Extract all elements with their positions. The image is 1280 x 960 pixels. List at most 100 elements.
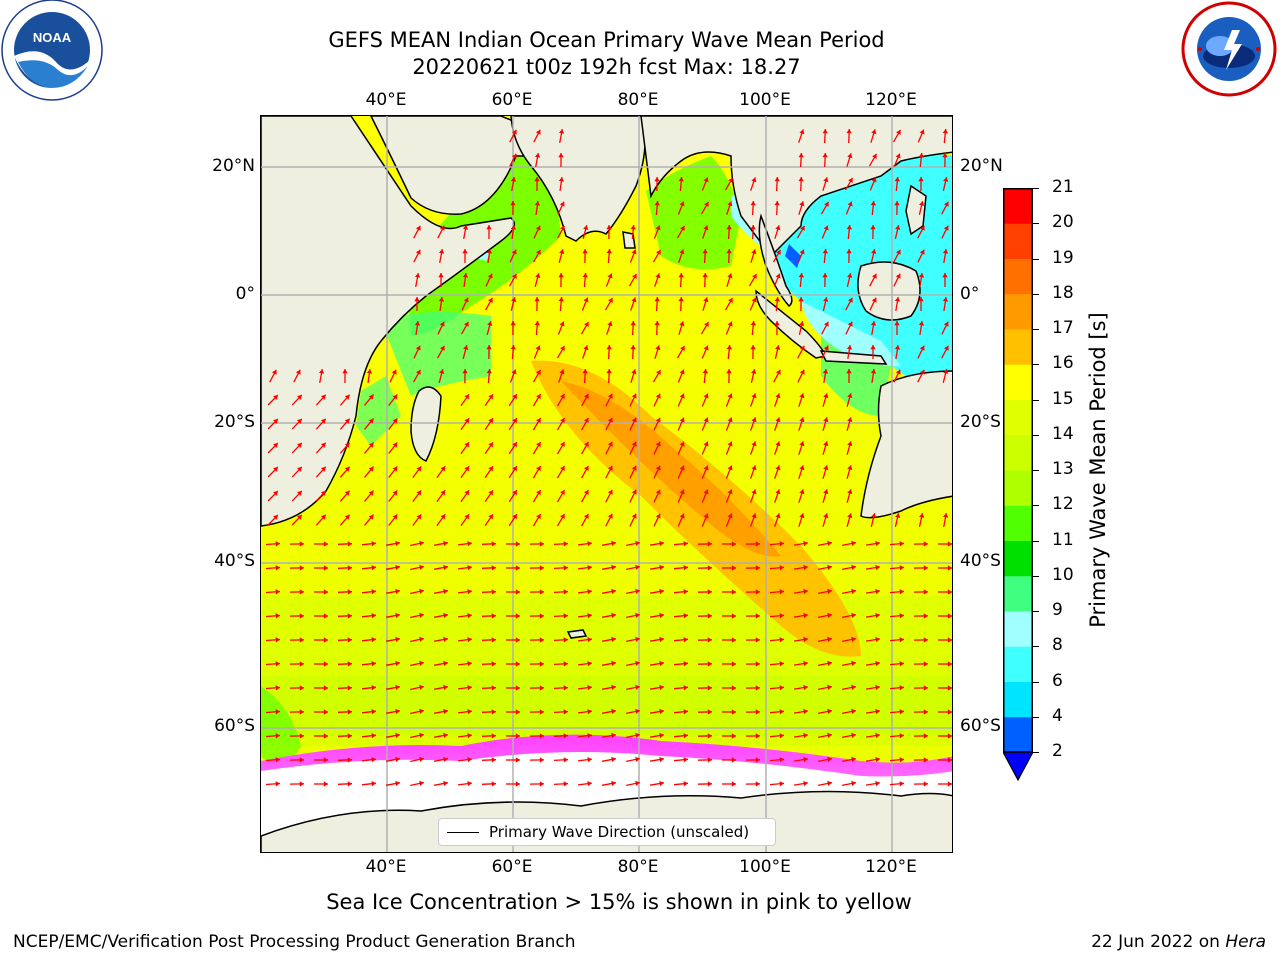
wave-arrow <box>846 393 853 407</box>
wave-arrow <box>438 369 445 383</box>
wave-arrow <box>385 636 401 643</box>
wave-arrow <box>677 201 685 215</box>
wave-arrow <box>437 321 445 335</box>
colorbar-tick-mark <box>1033 470 1039 471</box>
wave-arrow <box>793 708 809 715</box>
colorbar-tick-mark <box>1033 293 1039 295</box>
wave-arrow <box>581 441 589 455</box>
wave-arrow <box>458 565 472 571</box>
wave-arrow <box>726 224 732 240</box>
wave-arrow <box>558 369 565 383</box>
wave-arrow <box>460 441 470 455</box>
wave-arrow <box>553 733 569 739</box>
colorbar-tick-mark <box>1033 540 1039 542</box>
noaa-logo: NOAA <box>0 0 104 104</box>
wave-arrow <box>314 757 328 763</box>
wave-arrow <box>433 756 449 763</box>
wave-arrow <box>410 660 424 667</box>
wave-arrow <box>869 297 877 311</box>
sea-ice-caption: Sea Ice Concentration > 15% is shown in … <box>326 890 912 914</box>
wave-arrow <box>388 490 398 502</box>
wave-arrow <box>506 613 520 619</box>
wave-arrow <box>361 781 377 787</box>
wave-arrow <box>894 176 900 192</box>
wave-arrow <box>938 781 952 787</box>
wave-arrow <box>529 613 545 619</box>
wave-arrow <box>793 612 809 619</box>
wave-arrow <box>841 636 857 643</box>
wave-arrow <box>626 588 640 595</box>
wave-arrow <box>894 344 901 360</box>
wave-arrow <box>817 732 833 739</box>
wave-arrow <box>697 637 713 643</box>
wave-arrow <box>534 152 541 168</box>
wave-arrow <box>337 589 353 595</box>
wave-arrow <box>533 129 541 143</box>
wave-arrow <box>653 489 661 503</box>
wave-arrow <box>385 564 401 571</box>
wave-arrow <box>510 201 516 215</box>
wave-arrow <box>769 709 785 715</box>
wave-arrow <box>556 489 566 503</box>
wave-arrow <box>265 541 281 547</box>
wave-arrow <box>769 541 785 547</box>
southwest-green <box>261 686 301 776</box>
wave-arrow <box>793 564 809 571</box>
wave-arrow <box>626 636 640 643</box>
wave-arrow <box>678 296 684 312</box>
wave-arrow <box>314 613 328 619</box>
wave-arrow <box>653 513 661 527</box>
wave-arrow <box>793 780 809 787</box>
wave-arrow <box>653 225 661 239</box>
wave-arrow <box>630 297 637 311</box>
wave-arrow <box>267 442 279 454</box>
colorbar-tick-mark <box>1033 399 1039 401</box>
wave-arrow <box>846 369 852 383</box>
wave-arrow <box>291 466 303 478</box>
wave-arrow <box>605 489 613 503</box>
wave-arrow <box>750 200 756 216</box>
wave-arrow <box>414 297 420 311</box>
wave-arrow <box>941 345 949 359</box>
wave-arrow <box>841 684 857 691</box>
wave-arrow <box>558 177 565 191</box>
wave-arrow <box>289 565 305 571</box>
wave-arrow <box>410 780 424 787</box>
wave-arrow <box>509 249 517 263</box>
wave-arrow <box>769 685 785 691</box>
wave-arrow <box>485 297 493 311</box>
wave-arrow <box>918 201 925 215</box>
wave-arrow <box>339 490 351 502</box>
wave-arrow <box>889 637 905 643</box>
wave-arrow <box>865 684 881 691</box>
wave-arrow <box>844 177 854 191</box>
wave-arrow <box>677 489 685 503</box>
wave-arrow <box>938 733 952 739</box>
wave-arrow <box>486 225 492 239</box>
wave-arrow <box>725 441 733 455</box>
wave-arrow <box>629 417 637 431</box>
wave-arrow <box>361 709 377 715</box>
java-sea-cyan <box>801 301 901 367</box>
colorbar-tick-label: 11 <box>1052 529 1074 550</box>
chart-title: GEFS MEAN Indian Ocean Primary Wave Mean… <box>328 28 885 52</box>
wave-arrow <box>506 589 520 595</box>
colorbar-tick-label: 10 <box>1052 564 1074 585</box>
wave-arrow <box>701 465 709 479</box>
wave-arrow <box>532 465 542 479</box>
wave-arrow <box>822 417 829 431</box>
wave-arrow <box>605 465 613 479</box>
wave-arrow <box>774 465 781 479</box>
wave-arrow <box>438 248 445 264</box>
wave-arrow <box>364 442 374 454</box>
wave-arrow <box>870 200 876 216</box>
colorbar-tick-mark <box>1033 364 1039 366</box>
wave-arrow <box>433 732 449 739</box>
wave-arrow <box>460 393 470 407</box>
colorbar-segment <box>1003 399 1033 436</box>
lat-tick-right: 0° <box>960 284 980 304</box>
wave-arrow <box>506 733 520 739</box>
wave-arrow <box>414 321 421 335</box>
wave-arrow <box>509 369 517 383</box>
wave-arrow <box>724 177 734 191</box>
